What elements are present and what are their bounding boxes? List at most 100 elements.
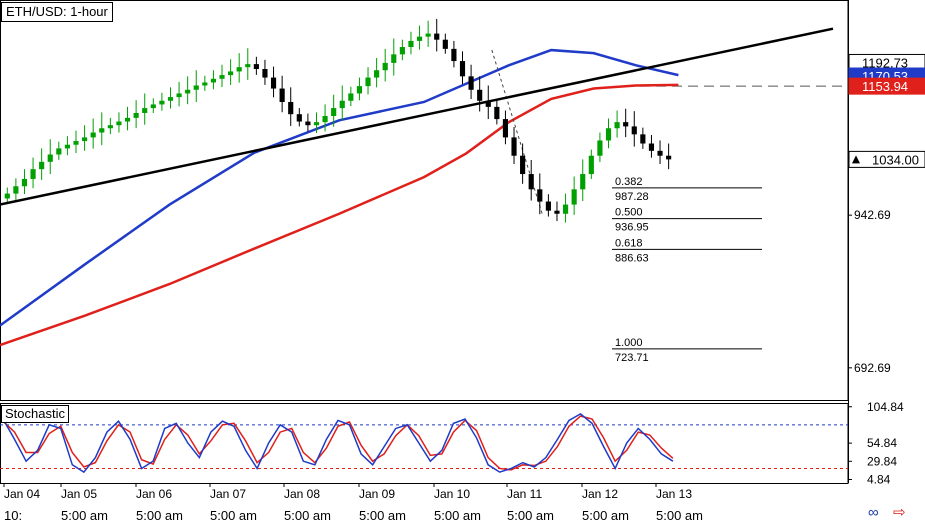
candle-body [279, 88, 285, 102]
x-date-label: Jan 09 [359, 487, 395, 501]
candle-body [442, 39, 448, 49]
candle-body [270, 77, 277, 89]
candle-body [374, 70, 380, 78]
x-date-label: Jan 08 [284, 487, 320, 501]
price-tag-label: 1034.00 [872, 152, 919, 167]
sma-red-line [0, 83, 679, 347]
candle-body [511, 137, 517, 156]
candle-body [288, 101, 294, 115]
candle-body [631, 126, 637, 135]
candle-body [468, 76, 474, 90]
candle-body [537, 189, 543, 202]
fib-ratio-label: 0.382 [615, 176, 643, 188]
candle-body [399, 47, 405, 55]
right-arrow-icon[interactable]: ⇨ [893, 504, 906, 521]
candle-body [253, 64, 259, 70]
stochastic-y-tick-label: 29.84 [867, 454, 897, 468]
candle-body [99, 128, 105, 133]
x-time-label: 5:00 am [284, 508, 331, 523]
candle-body [296, 114, 302, 122]
sma-blue-line [0, 48, 679, 327]
candle-body [331, 108, 337, 117]
y-tick-label: 692.69 [854, 361, 891, 375]
candle-body [459, 61, 466, 77]
candle-body [597, 140, 603, 156]
candle-body [56, 148, 62, 155]
candle-body [391, 54, 397, 63]
candle-body [434, 33, 440, 40]
candle-body [305, 121, 311, 126]
x-time-label: 5:00 am [507, 508, 554, 523]
candle-body [47, 154, 53, 162]
y-tick-label: 942.69 [854, 208, 891, 222]
fib-ratio-label: 0.500 [615, 207, 643, 219]
price-tag-box [848, 77, 925, 95]
candle-body [176, 93, 182, 98]
candle-body [614, 122, 620, 129]
candle-body [107, 125, 113, 129]
x-date-label: Jan 04 [4, 487, 40, 501]
candle-body [648, 143, 655, 151]
fib-price-label: 886.63 [615, 252, 649, 264]
candle-body [580, 174, 586, 190]
fib-price-label: 987.28 [615, 191, 649, 203]
x-date-label: Jan 13 [656, 487, 692, 501]
candle-body [623, 122, 629, 127]
x-time-label: 5:00 am [359, 508, 406, 523]
candle-body [528, 174, 534, 190]
fib-ratio-label: 0.618 [615, 237, 643, 249]
candle-body [39, 161, 45, 170]
candle-body [382, 62, 388, 71]
x-date-label: Jan 07 [210, 487, 246, 501]
x-time-label: 5:00 am [582, 508, 629, 523]
stochastic-d-line [2, 415, 674, 471]
candle-body [494, 106, 500, 120]
candle-body [21, 178, 28, 187]
candle-body [554, 210, 560, 214]
x-time-label: 5:00 am [136, 508, 183, 523]
candle-body [116, 121, 122, 126]
x-time-label: 5:00 am [656, 508, 703, 523]
x-time-label: 5:00 am [434, 508, 481, 523]
candle-body [322, 116, 328, 123]
price-tag-label: 1153.94 [862, 79, 908, 94]
candle-body [356, 86, 363, 94]
candle-body [348, 93, 354, 101]
candle-body [666, 155, 672, 160]
x-date-label: Jan 06 [136, 487, 172, 501]
candle-body [73, 141, 79, 145]
candle-body [416, 36, 423, 41]
fib-price-label: 936.95 [615, 222, 649, 234]
price-tag-box [848, 150, 925, 168]
candle-body [588, 155, 594, 175]
x-date-label: Jan 11 [507, 487, 542, 501]
candle-body [185, 89, 191, 94]
trendline [0, 27, 834, 206]
candle-body [485, 100, 491, 107]
candle-body [124, 117, 131, 122]
candle-body [640, 134, 646, 144]
fib-ratio-label: 1.000 [615, 337, 643, 349]
x-time-label: 5:00 am [61, 508, 108, 523]
candle-body [562, 204, 569, 214]
x-date-label: Jan 10 [434, 487, 470, 501]
candle-body [571, 189, 577, 205]
candle-body [142, 108, 148, 113]
candle-body [228, 71, 234, 76]
candle-body [210, 78, 217, 83]
candle-body [425, 33, 431, 37]
stochastic-k-line [2, 413, 674, 474]
candle-body [245, 64, 251, 68]
candle-body [236, 67, 242, 72]
candle-body [219, 75, 225, 79]
candle-body [451, 48, 457, 62]
stochastic-y-tick-label: 4.84 [867, 472, 891, 486]
link-icon[interactable]: ∞ [868, 504, 879, 521]
x-date-label: Jan 12 [582, 487, 618, 501]
candle-body [82, 137, 88, 142]
candle-body [657, 150, 663, 156]
candle-body [167, 97, 174, 101]
x-date-label: Jan 05 [61, 487, 97, 501]
